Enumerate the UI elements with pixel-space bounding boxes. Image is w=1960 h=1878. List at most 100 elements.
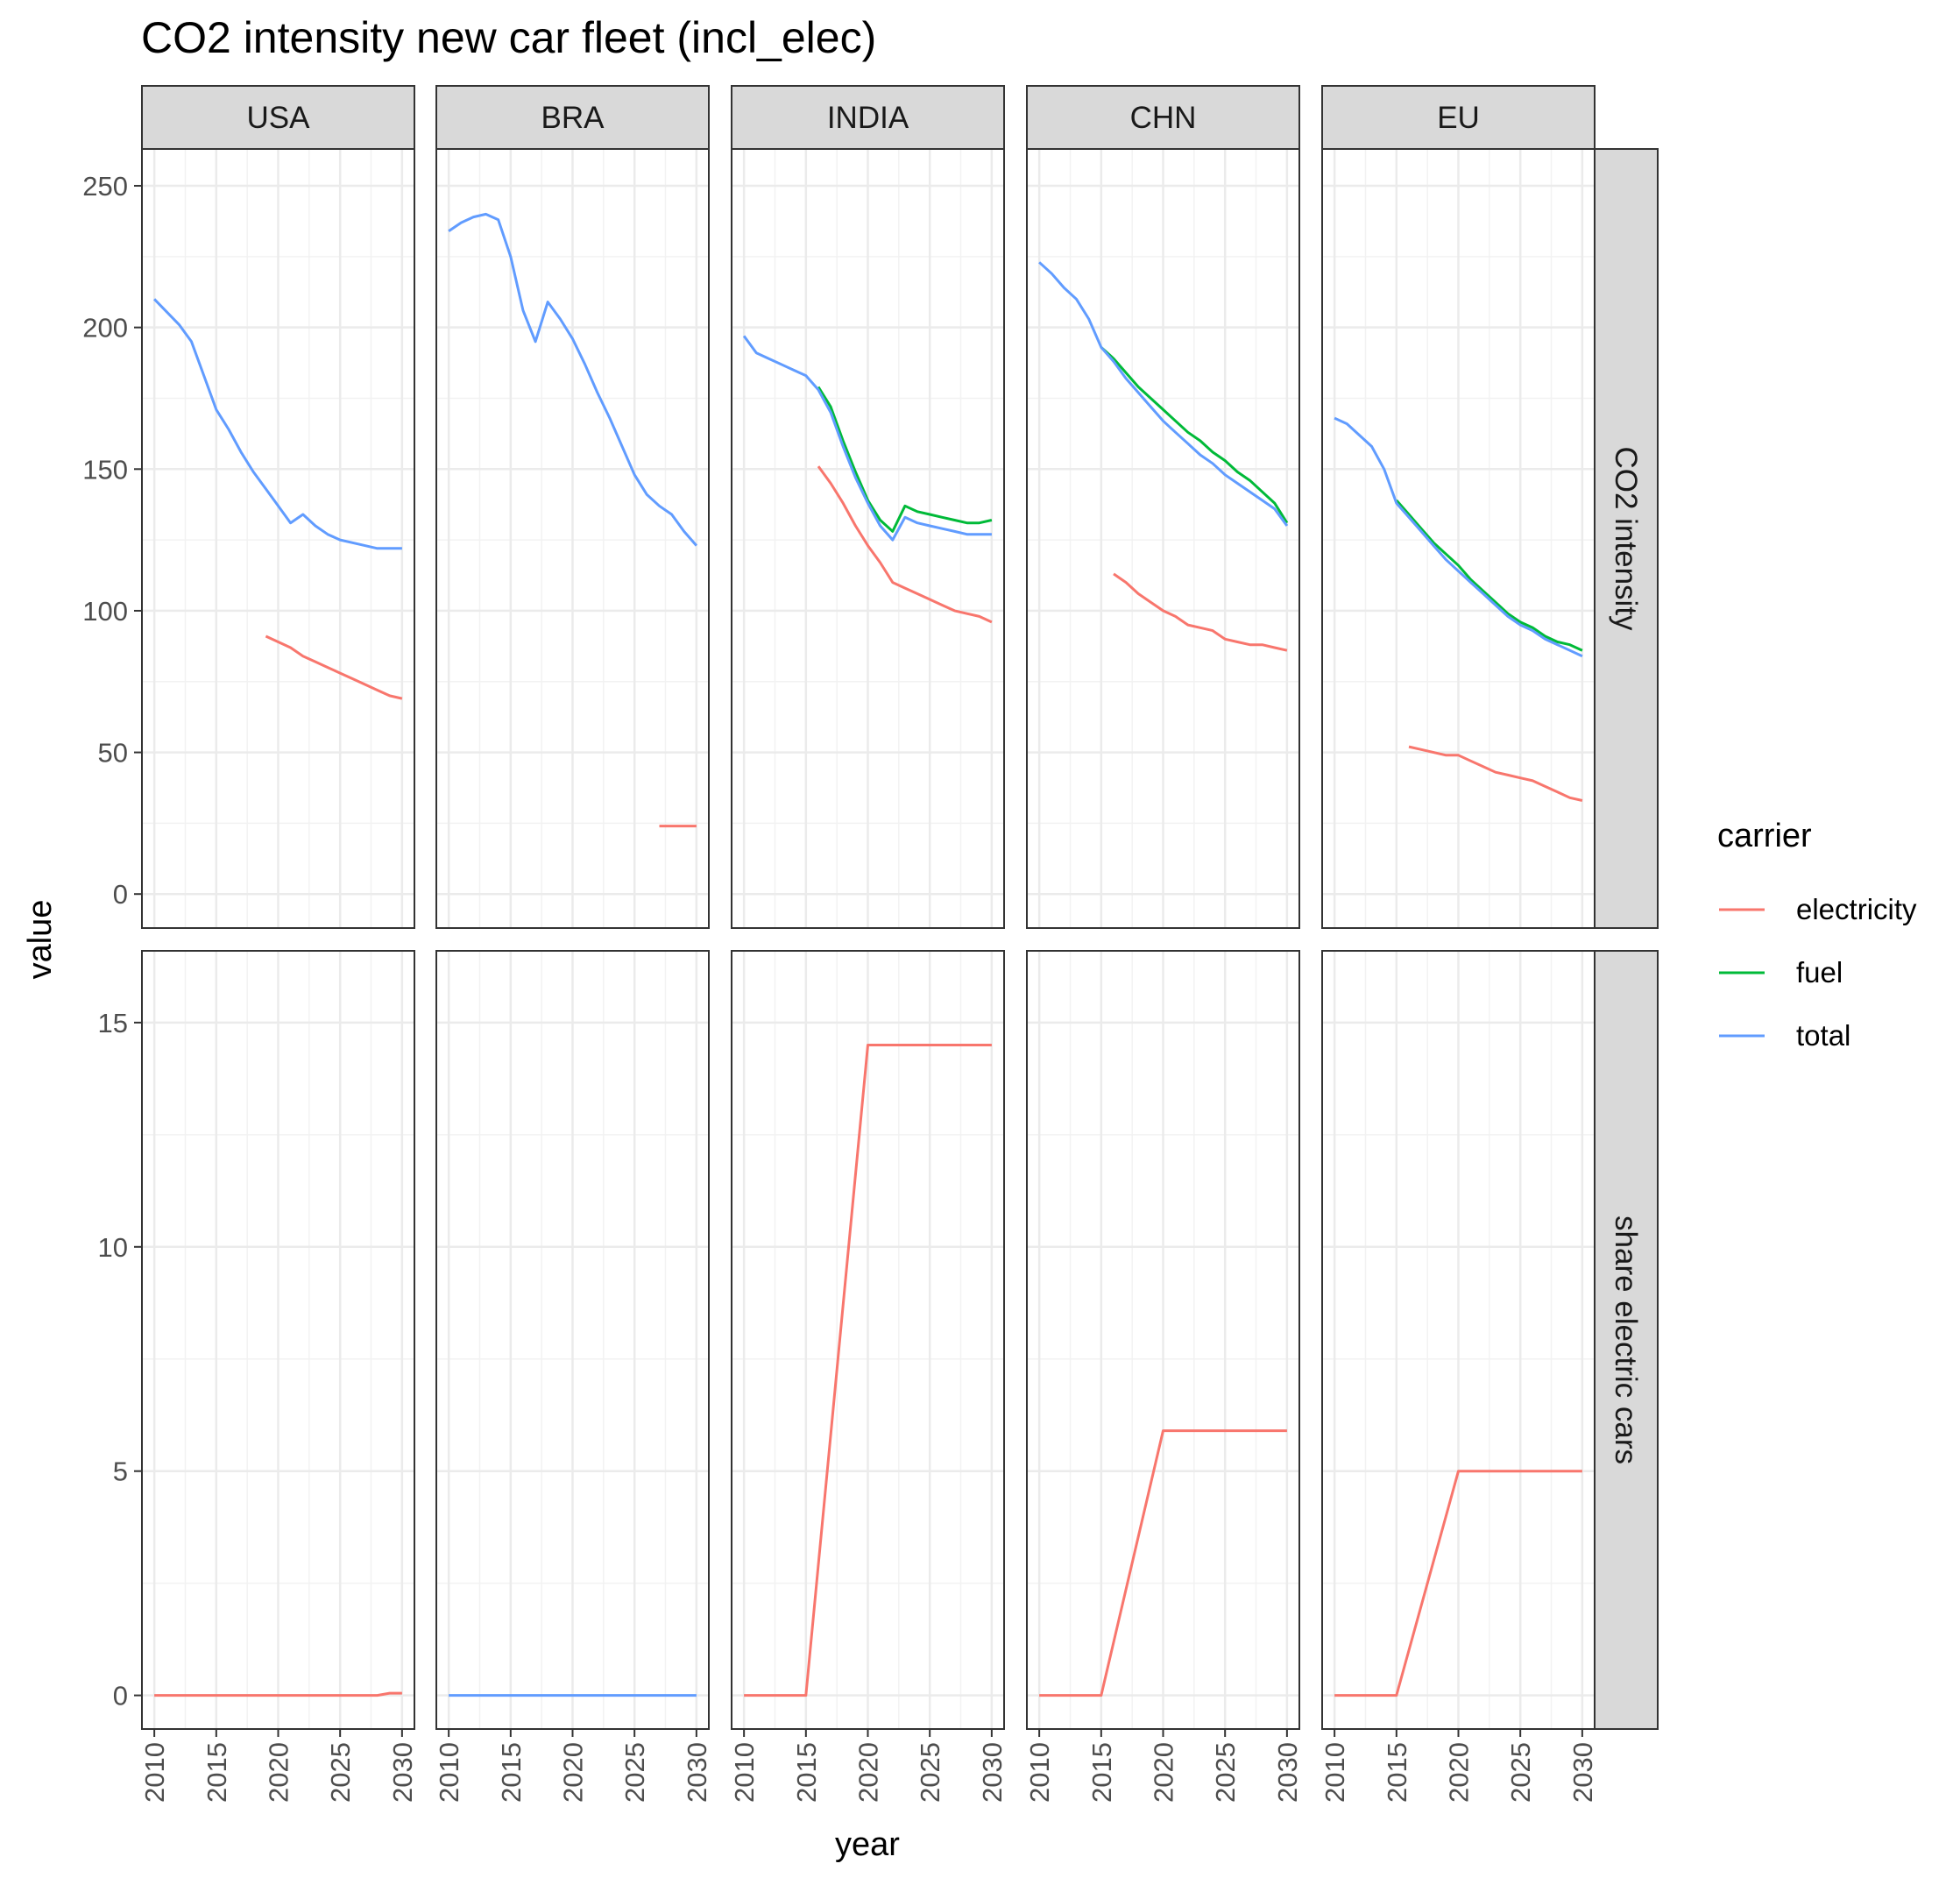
panel-border: [141, 148, 415, 929]
x-tick-label: 2020: [558, 1742, 589, 1803]
panel-india-share-electric-cars: [731, 950, 1005, 1730]
legend: carrier electricity fuel total: [1717, 818, 1917, 1052]
column-strip-label: BRA: [541, 101, 605, 135]
x-tick-label: 2025: [619, 1742, 650, 1803]
x-tick-label: 2010: [1024, 1742, 1055, 1803]
x-tick-label: 2015: [1382, 1742, 1412, 1803]
x-tick-label: 2025: [325, 1742, 356, 1803]
series-line-electricity-usa-share-electric-cars: [154, 1691, 402, 1697]
y-tick-label: 250: [82, 171, 128, 202]
panel-border: [1321, 148, 1596, 929]
series-line-total-india-co2-intensity: [742, 335, 992, 542]
x-tick-label: 2025: [1505, 1742, 1536, 1803]
y-tick-label: 5: [113, 1456, 128, 1487]
x-tick-label: 2015: [202, 1742, 232, 1803]
series-line-total-bra-co2-intensity: [448, 212, 698, 547]
column-strip-chn: CHN: [1026, 85, 1300, 150]
x-tick-label: 2020: [1444, 1742, 1475, 1803]
x-tick-label: 2025: [915, 1742, 945, 1803]
series-line-total-usa-co2-intensity: [153, 298, 402, 550]
y-tick-label: 100: [82, 596, 128, 627]
column-strip-background: [435, 85, 710, 150]
row-strip-co2-intensity: CO2 intensity: [1594, 148, 1659, 929]
column-strip-eu: EU: [1321, 85, 1596, 150]
series-line-total-chn-co2-intensity: [1038, 261, 1289, 527]
series-line-fuel-chn-co2-intensity: [1100, 346, 1289, 524]
row-strip-share-electric-cars: share electric cars: [1594, 950, 1659, 1730]
row-strip-label: CO2 intensity: [1609, 446, 1643, 631]
series-line-electricity-usa-co2-intensity: [265, 634, 403, 700]
x-tick-label: 2010: [1320, 1742, 1350, 1803]
series-line-fuel-eu-co2-intensity: [1395, 499, 1583, 652]
column-strip-bra: BRA: [435, 85, 710, 150]
x-tick-label: 2025: [1210, 1742, 1241, 1803]
panel-border: [435, 148, 710, 929]
x-tick-label: 2010: [434, 1742, 464, 1803]
column-strip-background: [731, 85, 1005, 150]
row-strip-label: share electric cars: [1609, 1215, 1643, 1464]
column-strip-label: INDIA: [827, 101, 909, 135]
legend-item-electricity: electricity: [1719, 893, 1917, 925]
x-tick-label: 2020: [264, 1742, 294, 1803]
series-line-electricity-chn-co2-intensity: [1113, 572, 1288, 652]
legend-item-fuel: fuel: [1719, 956, 1843, 989]
column-strip-usa: USA: [141, 85, 415, 150]
legend-title: carrier: [1717, 818, 1812, 854]
legend-item-label: fuel: [1796, 956, 1843, 989]
x-tick-label: 2010: [729, 1742, 760, 1803]
y-tick-label: 0: [113, 879, 128, 910]
series-line-electricity-india-co2-intensity: [817, 465, 993, 624]
panel-border: [1026, 148, 1300, 929]
y-tick-label: 10: [98, 1232, 128, 1263]
series-line-fuel-india-co2-intensity: [817, 386, 993, 533]
y-tick-label: 0: [113, 1681, 128, 1711]
x-tick-label: 2030: [1272, 1742, 1303, 1803]
column-strip-label: CHN: [1130, 101, 1197, 135]
chart-title: CO2 intensity new car fleet (incl_elec): [141, 13, 876, 62]
x-tick-label: 2030: [1567, 1742, 1598, 1803]
y-tick-label: 150: [82, 454, 128, 485]
y-tick-label: 200: [82, 313, 128, 344]
panel-eu-share-electric-cars: [1321, 950, 1596, 1730]
panel-eu-co2-intensity: [1321, 148, 1596, 929]
y-tick-label: 15: [98, 1008, 128, 1038]
series-line-electricity-india-share-electric-cars: [744, 1044, 992, 1697]
series-line-electricity-eu-co2-intensity: [1408, 745, 1583, 802]
column-strip-label: EU: [1437, 101, 1480, 135]
column-strip-background: [141, 85, 415, 150]
panel-chn-share-electric-cars: [1026, 950, 1300, 1730]
x-axis-title: year: [835, 1826, 900, 1863]
x-tick-label: 2030: [387, 1742, 418, 1803]
axes-layer: 0 50 100 150 200 250 0 5 10 15 2010 2015 2020 2025 203…: [82, 171, 1598, 1803]
series-line-electricity-eu-share-electric-cars: [1334, 1470, 1582, 1697]
x-tick-label: 2020: [1149, 1742, 1179, 1803]
panel-usa-share-electric-cars: [141, 950, 415, 1730]
x-tick-label: 2015: [496, 1742, 527, 1803]
x-tick-label: 2015: [1086, 1742, 1117, 1803]
panel-chn-co2-intensity: [1026, 148, 1300, 929]
column-strip-label: USA: [247, 101, 311, 135]
row-strip-background: [1594, 950, 1659, 1730]
legend-item-total: total: [1719, 1019, 1850, 1052]
legend-items: electricity fuel total: [1719, 893, 1917, 1052]
y-tick-label: 50: [98, 738, 128, 769]
panel-border: [731, 148, 1005, 929]
series-line-total-eu-co2-intensity: [1334, 416, 1583, 658]
legend-item-label: total: [1796, 1019, 1850, 1052]
y-axis-title: value: [22, 900, 59, 980]
x-tick-label: 2030: [977, 1742, 1008, 1803]
series-line-electricity-chn-share-electric-cars: [1039, 1429, 1287, 1697]
panel-bra-co2-intensity: [435, 148, 710, 929]
panel-usa-co2-intensity: [141, 148, 415, 929]
legend-item-label: electricity: [1796, 893, 1917, 925]
panel-india-co2-intensity: [731, 148, 1005, 929]
row-strip-background: [1594, 148, 1659, 929]
column-strip-india: INDIA: [731, 85, 1005, 150]
panel-bra-share-electric-cars: [435, 950, 710, 1730]
x-tick-label: 2010: [139, 1742, 170, 1803]
panels-layer: USA BRA INDIA CHN EU CO2 intensity share elect…: [141, 85, 1659, 1730]
x-tick-label: 2020: [853, 1742, 884, 1803]
x-tick-label: 2015: [791, 1742, 822, 1803]
x-tick-label: 2030: [682, 1742, 712, 1803]
